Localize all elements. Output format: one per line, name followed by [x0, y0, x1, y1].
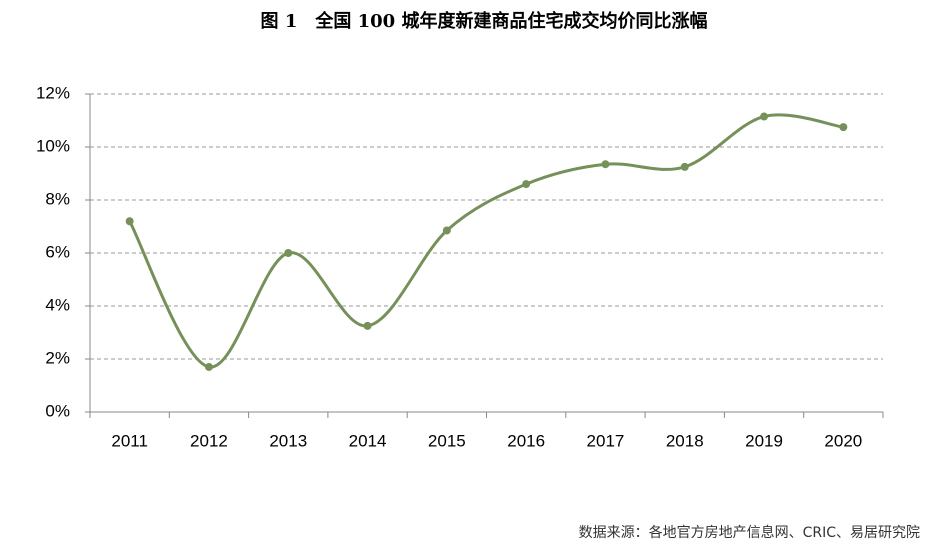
data-point [839, 123, 848, 132]
x-tick-label: 2011 [111, 431, 148, 450]
x-tick-label: 2012 [190, 431, 228, 450]
y-tick-label: 8% [45, 189, 70, 208]
y-tick-label: 12% [36, 83, 70, 102]
data-point [363, 321, 372, 330]
y-tick-label: 2% [45, 348, 70, 367]
x-tick-label: 2017 [587, 431, 625, 450]
y-tick-label: 0% [45, 401, 70, 420]
source-note: 数据来源：各地官方房地产信息网、CRIC、易居研究院 [579, 524, 920, 541]
x-tick-label: 2020 [824, 431, 862, 450]
chart-title: 图 1 全国 100 城年度新建商品住宅成交均价同比涨幅 [261, 10, 708, 32]
x-tick-label: 2018 [666, 431, 704, 450]
x-tick-label: 2019 [745, 431, 783, 450]
line-series [128, 113, 844, 369]
x-tick-label: 2016 [507, 431, 545, 450]
y-tick-label: 10% [36, 136, 70, 155]
data-point [442, 226, 451, 235]
x-tick-label: 2015 [428, 431, 466, 450]
data-point [125, 217, 134, 226]
data-point [204, 362, 213, 371]
data-point [284, 249, 293, 257]
x-tick-label: 2013 [269, 431, 307, 450]
y-tick-label: 6% [45, 242, 70, 261]
data-point [760, 112, 769, 121]
data-point [522, 180, 531, 189]
data-point [680, 162, 689, 171]
y-tick-label: 4% [45, 295, 70, 314]
data-point [601, 160, 610, 169]
x-tick-label: 2014 [349, 431, 387, 450]
